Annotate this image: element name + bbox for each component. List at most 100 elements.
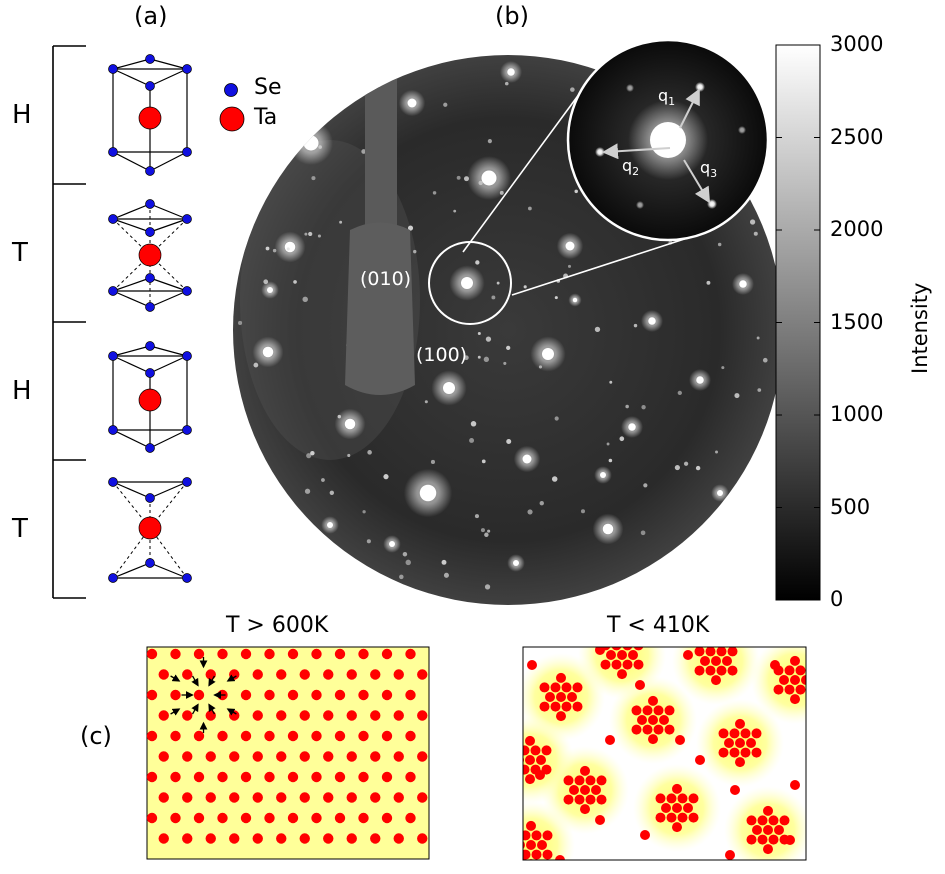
ta-atom-cluster bbox=[807, 665, 817, 675]
ta-atom bbox=[138, 516, 162, 540]
ta-atom-lattice bbox=[334, 648, 346, 660]
cdw-spot bbox=[674, 465, 680, 471]
ta-atom-lattice bbox=[405, 771, 416, 783]
diffraction-spot bbox=[513, 560, 519, 566]
ta-atom-lattice bbox=[158, 833, 169, 844]
ta-atom-lattice bbox=[229, 833, 240, 844]
ta-atom-cluster bbox=[541, 745, 552, 756]
ta-atom-cluster bbox=[556, 692, 566, 702]
cdw-spot bbox=[441, 559, 447, 565]
cdw-spot bbox=[272, 248, 277, 253]
ta-atom-lattice bbox=[252, 833, 263, 844]
ta-atom-cluster bbox=[561, 701, 572, 712]
ta-atom-cluster bbox=[659, 715, 669, 725]
ta-atom-cluster bbox=[531, 830, 542, 841]
ta-atom-cluster bbox=[746, 738, 756, 748]
cdw-spot bbox=[721, 366, 725, 370]
colorbar-tick-label: 500 bbox=[830, 494, 871, 519]
cdw-spot bbox=[366, 539, 371, 544]
cdw-spot bbox=[463, 176, 469, 182]
ta-atom-cluster bbox=[539, 682, 550, 693]
cdw-spot bbox=[318, 145, 322, 149]
cdw-spot bbox=[362, 510, 366, 514]
cdw-spot bbox=[405, 559, 411, 566]
se-atom bbox=[182, 214, 192, 224]
cdw-spot bbox=[499, 190, 504, 195]
ta-atom-cluster bbox=[509, 765, 519, 775]
ta-atom-lattice bbox=[346, 792, 357, 803]
leed-spots bbox=[238, 61, 768, 590]
ta-atom-lattice bbox=[170, 812, 181, 824]
ta-atom-cluster bbox=[677, 793, 688, 804]
ta-atom-isolated bbox=[595, 815, 605, 825]
diffraction-spot bbox=[600, 472, 606, 478]
cdw-spot bbox=[487, 529, 491, 533]
diffraction-spot bbox=[717, 490, 723, 496]
ta-atom-lattice bbox=[358, 730, 369, 742]
displacement-arrow bbox=[191, 703, 199, 715]
ta-atom-lattice bbox=[182, 710, 193, 721]
ta-atom-isolated bbox=[595, 647, 605, 655]
ta-atom-cluster bbox=[729, 728, 740, 739]
cdw-spot bbox=[432, 191, 437, 195]
ta-atom-cluster bbox=[784, 665, 795, 676]
cdw-spot bbox=[496, 281, 500, 285]
ta-atom-lattice bbox=[417, 669, 428, 680]
cdw-spot bbox=[484, 584, 491, 590]
ta-atom-cluster bbox=[542, 849, 553, 860]
se-atom bbox=[145, 341, 155, 351]
cdw-spot bbox=[528, 206, 532, 211]
high-temp-title: T > 600K bbox=[226, 613, 329, 638]
q2-arrow bbox=[602, 143, 671, 160]
se-atom bbox=[108, 286, 118, 296]
cdw-spot bbox=[304, 232, 308, 236]
ta-atom-isolated bbox=[770, 660, 780, 670]
diffraction-spot bbox=[262, 346, 274, 358]
stack-label-3: H bbox=[12, 376, 32, 406]
cdw-spot bbox=[407, 225, 414, 231]
cdw-spot bbox=[643, 483, 648, 488]
diffraction-spot bbox=[507, 68, 515, 76]
ta-atom-lattice bbox=[229, 710, 240, 721]
colorbar-tick-label: 0 bbox=[830, 587, 844, 611]
ta-atom-lattice bbox=[182, 751, 193, 762]
ta-atom-isolated bbox=[683, 650, 693, 660]
stack-bracket bbox=[52, 45, 86, 599]
ta-atom-cluster bbox=[550, 701, 561, 712]
ta-atom-lattice bbox=[193, 771, 205, 783]
diffraction-spot bbox=[628, 423, 636, 431]
ta-atom-lattice bbox=[417, 710, 428, 721]
ta-atom-cluster bbox=[637, 715, 647, 725]
cdw-spot bbox=[640, 530, 646, 536]
cdw-spot bbox=[321, 478, 325, 482]
cdw-spot bbox=[625, 404, 629, 409]
cdw-spot bbox=[734, 393, 740, 399]
cdw-spot bbox=[574, 189, 578, 194]
ta-atom-lattice bbox=[334, 812, 346, 824]
ta-atom-cluster bbox=[580, 804, 590, 815]
ta-atom-lattice bbox=[370, 792, 381, 803]
holder-paddle bbox=[345, 222, 415, 395]
ta-atom-cluster bbox=[523, 745, 530, 756]
ta-atom-lattice bbox=[217, 812, 228, 824]
ta-atom-lattice bbox=[205, 792, 216, 803]
colorbar-ticks bbox=[776, 44, 820, 601]
ta-atom-cluster bbox=[740, 728, 751, 739]
ta-atom-lattice bbox=[287, 730, 299, 742]
ta-atom-lattice bbox=[240, 648, 252, 660]
diffraction-spot bbox=[443, 382, 455, 394]
ta-atom-cluster bbox=[633, 659, 644, 670]
cdw-spot bbox=[538, 365, 543, 369]
ta-atom-cluster bbox=[617, 650, 627, 660]
ta-atom-cluster bbox=[768, 815, 779, 826]
cdw-spot bbox=[470, 421, 477, 427]
cdw-spot bbox=[443, 102, 448, 107]
holder-rod bbox=[365, 55, 397, 240]
diffraction-spot bbox=[344, 418, 356, 430]
ta-atom-lattice bbox=[381, 812, 393, 824]
q1-label: q1 bbox=[658, 86, 676, 109]
ta-atom-isolated bbox=[675, 735, 685, 745]
ta-atom-cluster bbox=[580, 765, 590, 776]
diffraction-spot bbox=[284, 241, 296, 253]
ta-atom-lattice bbox=[276, 792, 287, 803]
